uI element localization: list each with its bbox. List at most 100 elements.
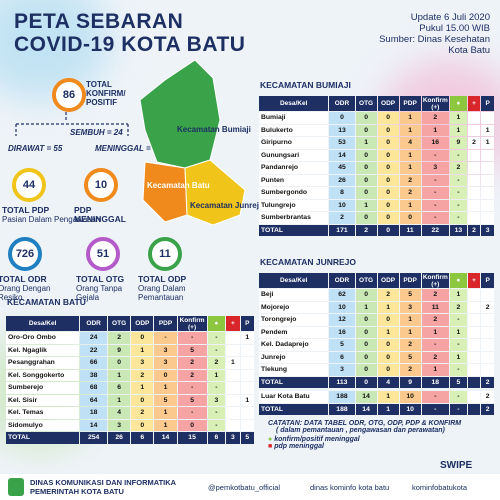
data-row: Mojorejo 10 1 1 3 11 2 2 [259,301,494,313]
cell: 0 [399,212,421,224]
cell: 14 [80,419,107,431]
cell: - [449,149,467,161]
cell: 2 [467,224,481,236]
cell: - [449,391,467,403]
stat-sub: Orang Tanpa Gejala [76,284,123,302]
cell: 1 [131,344,154,356]
cell [467,339,481,351]
cell: 0 [131,394,154,406]
cell: 1 [377,326,399,338]
swipe[interactable]: SWIPE [440,460,473,471]
cell: 1 [377,391,399,403]
row-label: Luar Kota Batu [259,391,329,403]
header-cell: Desa/Kel [259,96,329,111]
cell: 26 [329,174,355,186]
cell: 3 [421,162,449,174]
cell: 18 [80,407,107,419]
meninggal: MENINGGAL = 7 [95,144,158,153]
data-row: Sidomulyo 14 3 0 1 0- [6,419,254,431]
logo [8,478,24,496]
cell: 1 [449,112,467,124]
cell: 1 [377,301,399,313]
cell: 0 [355,162,377,174]
instagram[interactable]: @pemkotbatu_official [208,483,281,492]
cell [467,162,481,174]
cell: 13 [449,224,467,236]
cell: 1 [421,124,449,136]
cell: - [421,199,449,211]
cell: 0 [377,212,399,224]
cell [481,199,494,211]
header-cell: Konfirm (+) [177,316,207,331]
header-cell: + [467,96,481,111]
cell: 3 [107,419,131,431]
cell: 1 [481,124,494,136]
stat-label: TOTAL ODR Orang Dengan Resiko [0,275,54,303]
cell: 14 [355,391,377,403]
facebook[interactable]: dinas kominfo kota batu [310,483,390,492]
row-label: Pendem [259,326,329,338]
cell [467,289,481,301]
header-cell: PDP [399,96,421,111]
cell: 0 [377,199,399,211]
cell: 14 [355,403,377,415]
header-cell: OTG [355,96,377,111]
data-row: Kel. Songgokerto 38 1 2 0 2 1 [6,369,254,381]
cell: 0 [355,187,377,199]
cell: 22 [80,344,107,356]
cell: - [154,332,177,344]
cell: 0 [377,112,399,124]
cell: - [449,199,467,211]
cell: - [207,407,226,419]
cell: 0 [355,339,377,351]
cell: 0 [154,369,177,381]
cell: 10 [399,391,421,403]
header-cell: + [467,273,481,288]
header-cell: ● [207,316,226,331]
cell: 0 [131,419,154,431]
cell: 3 [154,357,177,369]
cell: 2 [421,314,449,326]
header-cell: Konfirm (+) [421,96,449,111]
cell: 5 [399,289,421,301]
cell: 0 [377,187,399,199]
cell: - [207,344,226,356]
data-row: Kel. Dadaprejo 5 0 0 2- - [259,339,494,351]
data-row: Punten 26 0 0 2- - [259,174,494,186]
cell: 5 [240,432,254,444]
map-label: Kecamatan Batu [147,181,210,190]
cell: 2 [481,376,494,388]
cell: 0 [131,332,154,344]
header-cell: ● [449,96,467,111]
cell: 22 [421,224,449,236]
header-cell: ODR [329,96,355,111]
data-row: Kel. Ngaglik 22 9 1 3 5- [6,344,254,356]
row-label: Beji [259,289,329,301]
header-row: Desa/Kel ODR OTG ODP PDP Konfirm (+) ● + P [6,316,254,331]
row-label: Kel. Dadaprejo [259,339,329,351]
twitter[interactable]: kominfobatukota [412,483,468,492]
cell: 12 [329,314,355,326]
cell: 3 [481,224,494,236]
cell [226,332,240,344]
data-row: Gunungsari 14 0 0 1- - [259,149,494,161]
cell: 24 [80,332,107,344]
stat-title: TOTAL PDP [2,205,50,215]
update-time: Pukul 15.00 WIB [419,23,490,34]
row-label: Sumbergondo [259,187,329,199]
cell: 2 [421,289,449,301]
cell: 6 [131,432,154,444]
row-label: Punten [259,174,329,186]
data-table: Desa/Kel ODR OTG ODP PDP Konfirm (+) ● + P Beji 62… [258,272,495,389]
cell: 4 [399,137,421,149]
stat-value: 51 [86,237,120,271]
cell: - [449,314,467,326]
title-line: PETA SEBARAN [14,10,184,33]
row-label: Giripurno [259,137,329,149]
header-cell: P [240,316,254,331]
org: DINAS KOMUNIKASI DAN INFORMATIKA PEMERINT… [30,478,177,496]
cell: 0 [377,351,399,363]
stat-sub: Orang Dengan Resiko [0,284,51,302]
map-junrejo [184,159,246,226]
